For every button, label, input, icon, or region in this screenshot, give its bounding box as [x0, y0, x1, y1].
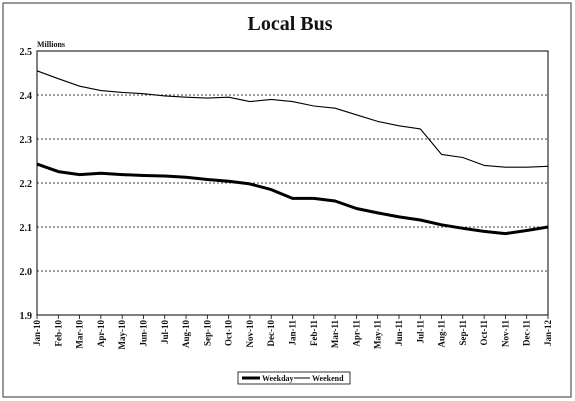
- chart-title: Local Bus: [247, 13, 332, 35]
- x-tick-label: Sep-11: [458, 320, 468, 346]
- x-tick-label: Jul-10: [160, 320, 170, 345]
- series-line-weekend: [36, 70, 549, 168]
- y-tick-label: 2.3: [20, 135, 33, 146]
- x-tick-label: May-10: [117, 320, 127, 350]
- x-tick-label: Jun-10: [138, 320, 148, 347]
- series-line-weekday: [36, 162, 549, 236]
- y-tick-label: 2.1: [20, 223, 33, 234]
- legend-label-weekday: Weekday: [262, 374, 294, 383]
- x-tick-label: Sep-10: [202, 320, 212, 347]
- legend-label-weekend: Weekend: [312, 374, 344, 383]
- x-tick-label: Apr-11: [351, 320, 361, 347]
- x-tick-label: Aug-11: [437, 320, 447, 348]
- x-tick-label: Nov-10: [245, 320, 255, 348]
- x-tick-label: May-11: [373, 320, 383, 349]
- outer-frame: [2, 2, 572, 398]
- x-tick-label: Jun-11: [394, 320, 404, 347]
- y-tick-label: 2.0: [20, 267, 33, 278]
- legend: Weekday Weekend: [237, 371, 351, 385]
- x-tick-label: Oct-10: [224, 320, 234, 346]
- x-tick-label: Jan-10: [32, 320, 42, 347]
- x-axis-ticks: Jan-10 Feb-10 Mar-10 Apr-10 May-10 Jun-10 Jul-…: [32, 315, 553, 350]
- y-tick-label: 2.5: [20, 47, 33, 58]
- x-tick-label: Feb-11: [309, 320, 319, 346]
- x-tick-label: Mar-11: [330, 320, 340, 349]
- x-tick-label: Mar-10: [75, 320, 85, 349]
- x-tick-label: Aug-10: [181, 320, 191, 349]
- x-tick-label: Apr-10: [96, 320, 106, 348]
- x-tick-label: Jul-11: [415, 320, 425, 344]
- x-tick-label: Nov-11: [500, 319, 510, 347]
- unit-label: Millions: [37, 40, 65, 49]
- x-tick-label: Dec-11: [522, 320, 532, 346]
- x-tick-label: Jan-11: [288, 320, 298, 346]
- y-axis-ticks: 2.5 2.4 2.3 2.2 2.1 2.0 1.9: [20, 47, 33, 322]
- x-tick-label: Oct-11: [479, 320, 489, 346]
- y-tick-label: 2.4: [20, 91, 33, 102]
- x-tick-label: Jan-12: [543, 320, 553, 347]
- series-lines: [36, 70, 549, 236]
- x-tick-label: Dec-10: [266, 320, 276, 347]
- y-tick-label: 1.9: [20, 311, 33, 322]
- x-tick-label: Feb-10: [53, 320, 63, 347]
- y-tick-label: 2.2: [20, 179, 33, 190]
